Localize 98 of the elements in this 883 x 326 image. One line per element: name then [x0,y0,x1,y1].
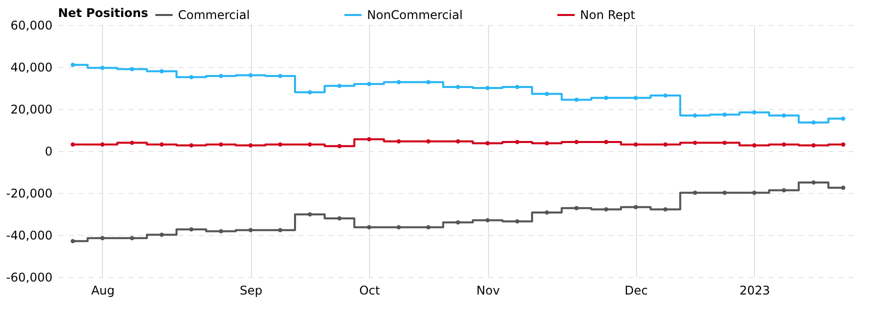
point [634,204,638,210]
point [160,232,164,237]
y-tick-label: -40,000 [6,228,52,242]
point [100,66,105,70]
point [456,139,460,144]
point [396,80,401,84]
point [456,84,460,90]
point [160,69,164,74]
point [604,207,608,212]
point [218,74,224,78]
point [692,113,698,118]
point [426,80,430,84]
point [515,84,520,90]
point [515,140,520,144]
point [841,186,846,190]
point [248,73,253,78]
point [722,112,727,117]
point [130,236,134,240]
point [604,140,608,144]
point [574,206,579,210]
point [811,143,816,148]
point [337,144,342,148]
point [515,219,520,224]
point [752,143,756,148]
point [308,212,312,217]
point [811,120,816,125]
point [337,216,342,221]
point [544,92,550,96]
point [278,142,282,147]
point [663,207,668,212]
x-tick-label: Aug [91,284,115,298]
point [337,84,342,88]
point [811,180,816,185]
point [396,225,401,230]
point [692,140,698,145]
point [722,190,727,195]
point [692,190,698,195]
point [544,210,550,215]
point [248,228,253,232]
point [100,142,105,147]
x-tick-label: Sep [240,284,262,298]
x-tick-label: Oct [359,284,380,298]
point [456,220,460,225]
point [841,142,846,147]
y-tick-label: -20,000 [6,186,52,200]
point [486,86,490,90]
point [189,74,194,80]
legend-label: Commercial [178,8,250,22]
legend-label: Non Rept [580,8,636,22]
point [544,141,550,146]
point [634,142,638,147]
point [70,238,75,244]
point [752,110,756,114]
legend-title: Net Positions [58,6,148,20]
point [574,140,579,144]
point [782,188,786,192]
point [574,98,579,102]
point [841,116,846,121]
x-tick-label: Dec [624,284,648,298]
point [782,113,786,118]
point [70,62,75,68]
point [278,74,282,78]
point [100,236,105,240]
point [218,142,224,147]
y-tick-label: -60,000 [6,270,52,284]
point [663,142,668,147]
point [782,142,786,147]
point [722,140,727,145]
point [663,93,668,98]
point [70,142,75,147]
y-tick-label: 20,000 [10,102,52,116]
point [308,142,312,147]
point [366,137,372,142]
point [160,142,164,147]
point [486,218,490,222]
point [130,140,134,145]
point [486,141,490,146]
point [130,66,134,72]
y-tick-label: 60,000 [10,18,52,32]
point [278,228,282,232]
point [396,139,401,144]
point [366,225,372,230]
point [308,90,312,94]
y-tick-label: 0 [44,144,52,158]
y-tick-label: 40,000 [10,60,52,74]
legend-label: NonCommercial [367,8,463,22]
point [218,229,224,234]
point [248,143,253,148]
x-tick-label: 2023 [740,284,770,298]
point [752,190,756,195]
point [366,82,372,86]
point [189,143,194,148]
point [426,139,430,144]
point [604,96,608,100]
point [189,227,194,232]
x-tick-label: Nov [476,284,500,298]
point [426,225,430,230]
point [634,96,638,100]
